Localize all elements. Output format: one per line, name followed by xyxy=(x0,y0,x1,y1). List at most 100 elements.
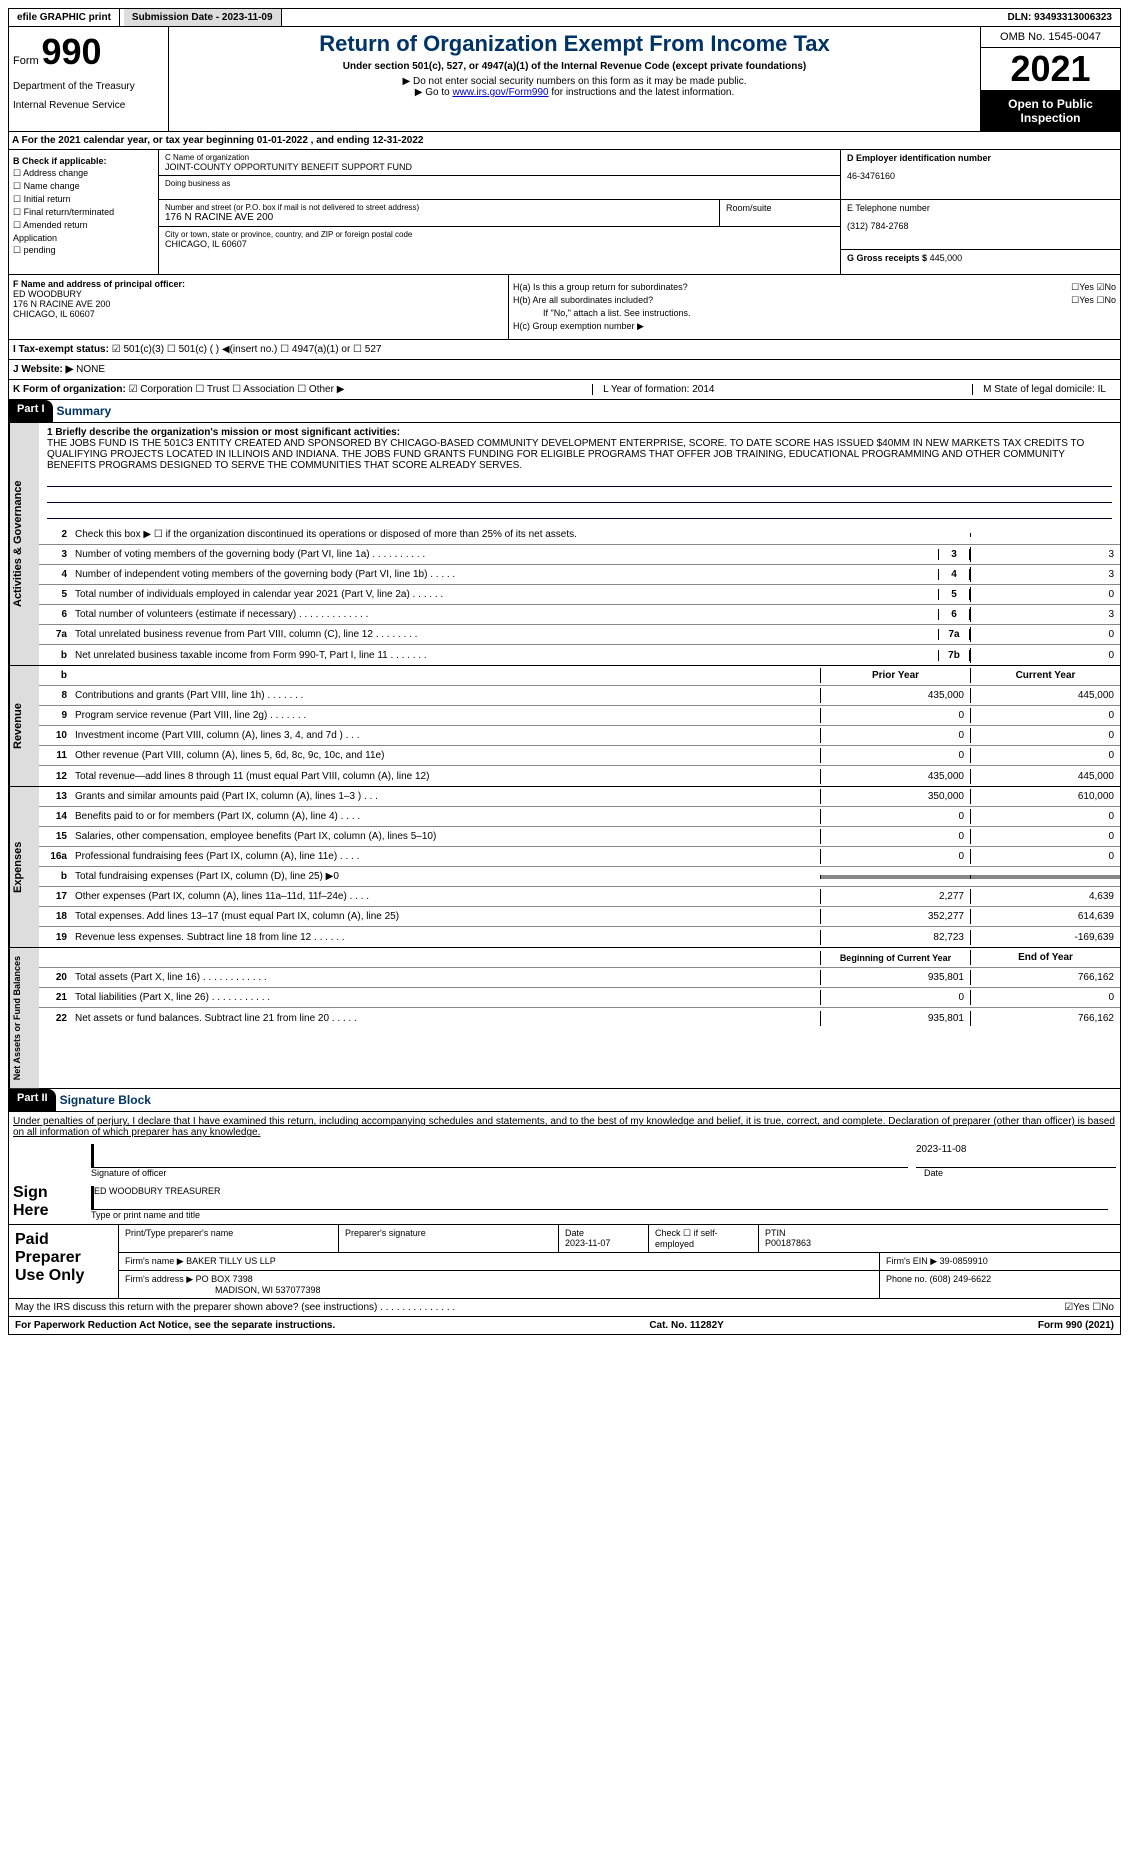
phone-label: E Telephone number xyxy=(847,203,1114,213)
vtab-governance: Activities & Governance xyxy=(9,423,39,665)
line-value: 3 xyxy=(970,607,1120,622)
form-footer: Form 990 (2021) xyxy=(1038,1320,1114,1331)
line-text: Net unrelated business taxable income fr… xyxy=(71,648,938,663)
line-num: 14 xyxy=(39,809,71,824)
prior-year-value: 352,277 xyxy=(820,909,970,924)
cb-final-return[interactable]: ☐ Final return/terminated xyxy=(13,207,154,218)
firm-addr2: MADISON, WI 537077398 xyxy=(125,1285,321,1295)
hb-answer[interactable]: ☐Yes ☐No xyxy=(1071,295,1116,306)
sig-date: 2023-11-08 xyxy=(916,1144,966,1155)
column-b-checkboxes: B Check if applicable: ☐ Address change … xyxy=(9,150,159,274)
begin-year-value: 0 xyxy=(820,990,970,1005)
prior-year-value: 0 xyxy=(820,708,970,723)
revenue-section: Revenue b Prior Year Current Year 8 Cont… xyxy=(8,666,1121,787)
ha-answer[interactable]: ☐Yes ☑No xyxy=(1071,282,1116,293)
current-year-value: -169,639 xyxy=(970,930,1120,945)
form-number: 990 xyxy=(41,31,101,72)
line-num: 9 xyxy=(39,708,71,723)
tax-status-label: I Tax-exempt status: xyxy=(13,344,109,355)
dln-label: DLN: 93493313006323 xyxy=(999,9,1120,26)
begin-year-header: Beginning of Current Year xyxy=(820,951,970,965)
na-line: 21 Total liabilities (Part X, line 26) .… xyxy=(39,988,1120,1008)
part-2-header: Part II Signature Block xyxy=(8,1089,1121,1112)
prior-year-value: 0 xyxy=(820,849,970,864)
cb-pending[interactable]: ☐ pending xyxy=(13,245,154,256)
hb-note: If "No," attach a list. See instructions… xyxy=(513,308,1116,318)
irs-discuss-row: May the IRS discuss this return with the… xyxy=(8,1299,1121,1317)
firm-name: BAKER TILLY US LLP xyxy=(186,1256,276,1266)
line-num: 5 xyxy=(39,587,71,602)
signature-line[interactable] xyxy=(91,1144,908,1168)
cb-name-change[interactable]: ☐ Name change xyxy=(13,181,154,192)
line-text: Program service revenue (Part VIII, line… xyxy=(71,708,820,723)
na-line: 20 Total assets (Part X, line 16) . . . … xyxy=(39,968,1120,988)
rev-line: 8 Contributions and grants (Part VIII, l… xyxy=(39,686,1120,706)
line-num: 3 xyxy=(39,547,71,562)
line-num: 21 xyxy=(39,990,71,1005)
line-text: Total fundraising expenses (Part IX, col… xyxy=(71,869,820,884)
org-city: CHICAGO, IL 60607 xyxy=(165,239,834,249)
line-value: 0 xyxy=(970,627,1120,642)
cb-app-pending[interactable]: Application xyxy=(13,233,154,243)
website-label: J Website: ▶ xyxy=(13,364,73,375)
sig-date-label: Date xyxy=(916,1168,1116,1178)
row-k-form-org: K Form of organization: ☑ Corporation ☐ … xyxy=(8,380,1121,400)
instr2-pre: ▶ Go to xyxy=(415,87,453,98)
line-text: Other expenses (Part IX, column (A), lin… xyxy=(71,889,820,904)
net-assets-section: Net Assets or Fund Balances Beginning of… xyxy=(8,948,1121,1089)
prior-year-value xyxy=(820,875,970,879)
part-1-header: Part I Summary xyxy=(8,400,1121,423)
prep-self-emp[interactable]: Check ☐ if self-employed xyxy=(649,1225,759,1252)
line-num: 17 xyxy=(39,889,71,904)
preparer-section: Paid Preparer Use Only Print/Type prepar… xyxy=(8,1225,1121,1299)
line-num: 18 xyxy=(39,909,71,924)
line-value xyxy=(970,533,1120,537)
irs-discuss-ans[interactable]: ☑Yes ☐No xyxy=(1064,1302,1114,1313)
line-ref: 4 xyxy=(938,569,970,580)
line-num: 4 xyxy=(39,567,71,582)
gross-label: G Gross receipts $ xyxy=(847,253,927,263)
line-num: 19 xyxy=(39,930,71,945)
addr-label: Number and street (or P.O. box if mail i… xyxy=(165,203,713,212)
current-year-value xyxy=(970,875,1120,879)
tax-status-opts[interactable]: ☑ 501(c)(3) ☐ 501(c) ( ) ◀(insert no.) ☐… xyxy=(112,344,382,355)
line-text: Salaries, other compensation, employee b… xyxy=(71,829,820,844)
section-b-c-d: B Check if applicable: ☐ Address change … xyxy=(8,150,1121,275)
footer-row: For Paperwork Reduction Act Notice, see … xyxy=(8,1317,1121,1335)
declaration-text: Under penalties of perjury, I declare th… xyxy=(13,1116,1116,1138)
submission-date-button[interactable]: Submission Date - 2023-11-09 xyxy=(124,9,282,26)
prior-year-value: 0 xyxy=(820,829,970,844)
part2-badge: Part II xyxy=(9,1089,56,1111)
prior-year-value: 435,000 xyxy=(820,769,970,784)
line-num: 7a xyxy=(39,627,71,642)
form-org-opts[interactable]: ☑ Corporation ☐ Trust ☐ Association ☐ Ot… xyxy=(129,384,345,395)
line-text: Total liabilities (Part X, line 26) . . … xyxy=(71,990,820,1005)
begin-year-value: 935,801 xyxy=(820,1011,970,1026)
top-bar: efile GRAPHIC print Submission Date - 20… xyxy=(8,8,1121,27)
exp-line: 15 Salaries, other compensation, employe… xyxy=(39,827,1120,847)
cb-initial-return[interactable]: ☐ Initial return xyxy=(13,194,154,205)
line-text: Grants and similar amounts paid (Part IX… xyxy=(71,789,820,804)
end-year-value: 766,162 xyxy=(970,1011,1120,1026)
line-num: 20 xyxy=(39,970,71,985)
cb-addr-change[interactable]: ☐ Address change xyxy=(13,168,154,179)
line-text: Revenue less expenses. Subtract line 18 … xyxy=(71,930,820,945)
prior-year-value: 2,277 xyxy=(820,889,970,904)
line-value: 0 xyxy=(970,587,1120,602)
ein-label: D Employer identification number xyxy=(847,153,1114,163)
dba-label: Doing business as xyxy=(165,179,834,188)
current-year-header: Current Year xyxy=(970,668,1120,683)
line-num: 8 xyxy=(39,688,71,703)
part1-badge: Part I xyxy=(9,400,53,422)
open-public-badge: Open to Public Inspection xyxy=(981,91,1120,131)
firm-label: Firm's name ▶ xyxy=(125,1256,184,1266)
line-text: Other revenue (Part VIII, column (A), li… xyxy=(71,748,820,763)
prep-date-label: Date xyxy=(565,1228,584,1238)
prior-year-value: 82,723 xyxy=(820,930,970,945)
irs-link[interactable]: www.irs.gov/Form990 xyxy=(452,87,548,98)
line-ref: 5 xyxy=(938,589,970,600)
paid-preparer-label: Paid Preparer Use Only xyxy=(9,1225,119,1298)
cb-amended[interactable]: ☐ Amended return xyxy=(13,220,154,231)
mission-text: THE JOBS FUND IS THE 501C3 ENTITY CREATE… xyxy=(47,438,1112,471)
omb-number: OMB No. 1545-0047 xyxy=(981,27,1120,48)
